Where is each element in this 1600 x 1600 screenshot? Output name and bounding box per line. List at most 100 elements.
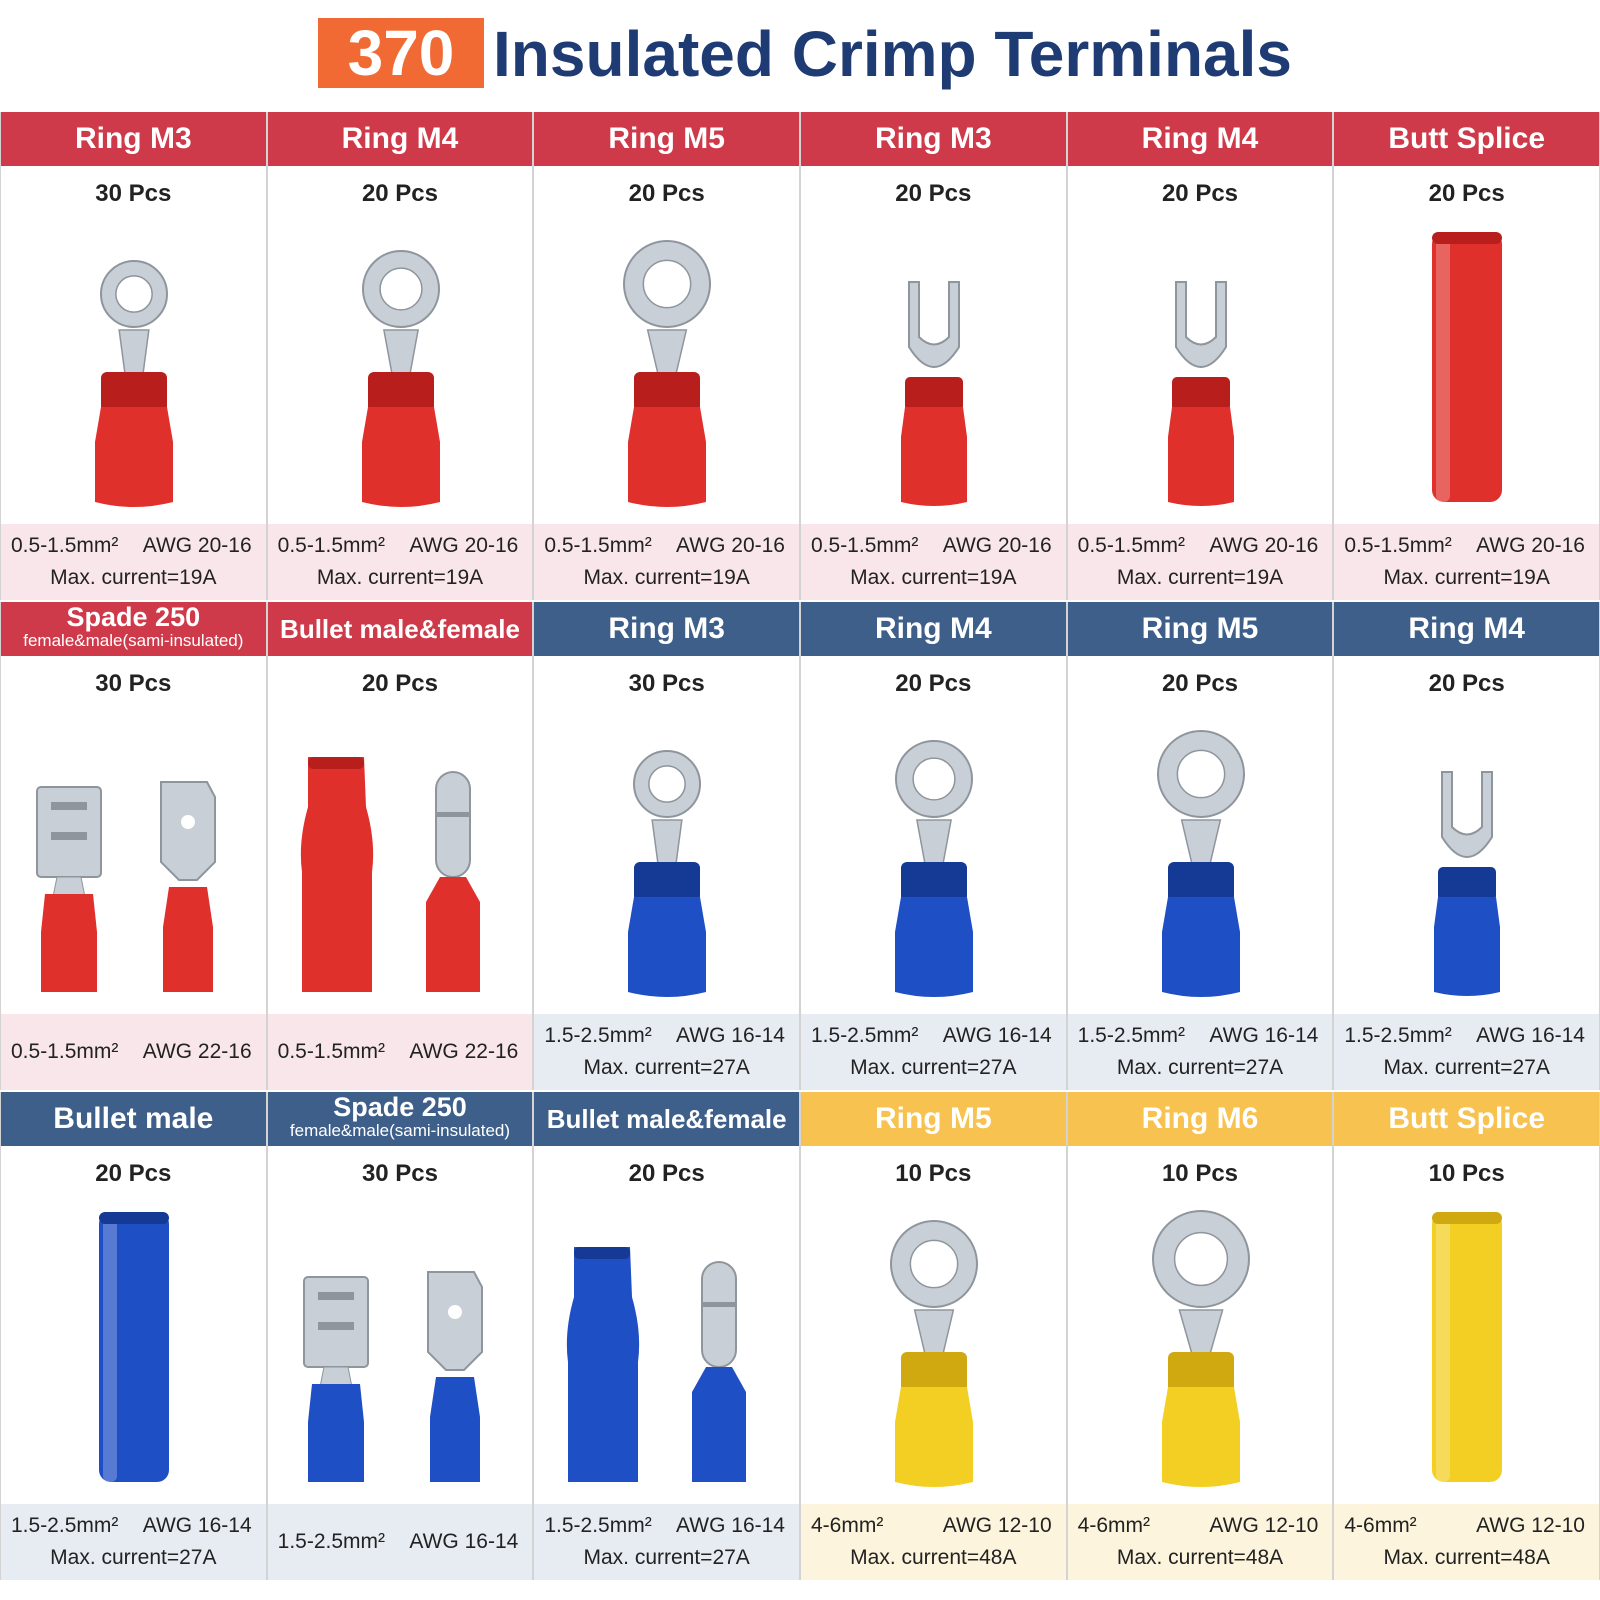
card-header: Ring M3 [801,112,1066,166]
card-subtitle: female&male(sami-insulated) [23,631,244,650]
card-specs: 0.5-1.5mm² AWG 22-16 [267,1014,533,1090]
card-specs: 1.5-2.5mm² AWG 16-14 Max. current=27A [1,1504,266,1580]
max-current: Max. current=48A [1383,1546,1550,1569]
terminal-card: Bullet male&female 20 Pcs 0.5-1.5mm² AWG 2… [266,602,534,1090]
card-title: Bullet male [53,1102,214,1135]
terminal-card: Butt Splice 20 Pcs 0.5-1.5mm² AWG 20-16 Max… [1333,112,1600,600]
wire-size: 1.5-2.5mm² [811,1024,919,1047]
card-specs: 4-6mm² AWG 12-10 Max. current=48A [1067,1504,1333,1580]
page-title: 370 Insulated Crimp Terminals [0,0,1600,112]
wire-size: 1.5-2.5mm² [277,1530,386,1553]
wire-size: 4-6mm² [1077,1514,1151,1537]
title-text: Insulated Crimp Terminals [493,18,1292,90]
card-title: Ring M6 [1141,1102,1259,1135]
awg-range: AWG 16-14 [409,1530,519,1553]
card-specs: 1.5-2.5mm² AWG 16-14 Max. current=27A [801,1014,1066,1090]
fork-terminal-icon [1068,212,1333,522]
wire-size: 0.5-1.5mm² [277,1040,386,1063]
piece-count: 30 Pcs [95,180,172,207]
ring-terminal-icon [1,212,266,522]
ring-terminal-icon [801,702,1066,1012]
piece-count: 30 Pcs [361,1160,439,1187]
card-header: Ring M6 [1067,1092,1333,1146]
card-title: Ring M4 [341,122,459,155]
awg-range: AWG 16-14 [1209,1024,1319,1047]
card-subtitle: female&male(sami-insulated) [289,1121,511,1140]
awg-range: AWG 16-14 [676,1024,785,1047]
card-title: Spade 250 [66,602,201,632]
terminal-row: Spade 250 female&male(sami-insulated) 30 P… [0,602,1600,1090]
wire-size: 1.5-2.5mm² [1344,1024,1452,1047]
max-current: Max. current=19A [1383,566,1550,589]
piece-count: 20 Pcs [628,1160,705,1187]
card-title: Butt Splice [1388,122,1546,155]
terminal-row: Ring M3 30 Pcs 0.5-1.5mm² AWG 20-16 Max. cu… [0,112,1600,600]
awg-range: AWG 12-10 [1209,1514,1319,1537]
spade-terminal-icon [268,1192,533,1502]
max-current: Max. current=19A [50,566,217,589]
awg-range: AWG 22-16 [409,1040,519,1063]
awg-range: AWG 20-16 [142,534,252,557]
awg-range: AWG 16-14 [142,1514,252,1537]
awg-range: AWG 12-10 [1476,1514,1585,1537]
card-specs: 0.5-1.5mm² AWG 20-16 Max. current=19A [1067,524,1333,600]
wire-size: 4-6mm² [1344,1514,1417,1537]
piece-count: 20 Pcs [1428,670,1505,697]
piece-count: 20 Pcs [1161,180,1239,207]
card-specs: 0.5-1.5mm² AWG 20-16 Max. current=19A [1,524,266,600]
piece-count: 20 Pcs [895,670,972,697]
butt-splice-icon [1334,212,1599,522]
piece-count: 20 Pcs [1161,670,1239,697]
awg-range: AWG 20-16 [409,534,519,557]
max-current: Max. current=19A [1116,566,1284,589]
awg-range: AWG 16-14 [1476,1024,1585,1047]
card-header: Bullet male&female [534,1092,799,1146]
fork-terminal-icon [1334,702,1599,1012]
terminal-card: Bullet male 20 Pcs 1.5-2.5mm² AWG 16-14 Max… [0,1092,267,1580]
card-header: Bullet male&female [267,602,533,656]
wire-size: 1.5-2.5mm² [544,1514,652,1537]
terminal-card: Ring M4 20 Pcs 0.5-1.5mm² AWG 20-16 Max. cu… [1066,112,1334,600]
title-count-badge: 370 [318,18,484,88]
ring-terminal-icon [1068,1192,1333,1502]
awg-range: AWG 20-16 [1476,534,1585,557]
card-title: Ring M5 [1141,612,1259,645]
terminal-card: Ring M3 30 Pcs 1.5-2.5mm² AWG 16-14 Max. cu… [533,602,800,1090]
card-specs: 1.5-2.5mm² AWG 16-14 Max. current=27A [534,1014,799,1090]
piece-count: 30 Pcs [95,670,172,697]
card-title: Ring M3 [74,122,192,155]
piece-count: 20 Pcs [1428,180,1505,207]
max-current: Max. current=27A [850,1056,1017,1079]
max-current: Max. current=27A [583,1056,750,1079]
max-current: Max. current=19A [850,566,1017,589]
piece-count: 20 Pcs [895,180,972,207]
card-specs: 4-6mm² AWG 12-10 Max. current=48A [1334,1504,1599,1580]
card-title: Ring M3 [874,122,992,155]
card-specs: 1.5-2.5mm² AWG 16-14 [267,1504,533,1580]
butt-splice-icon [1,1192,266,1502]
max-current: Max. current=27A [1116,1056,1284,1079]
card-specs: 1.5-2.5mm² AWG 16-14 Max. current=27A [1334,1014,1599,1090]
max-current: Max. current=48A [1116,1546,1284,1569]
piece-count: 10 Pcs [1428,1160,1505,1187]
butt-splice-icon [1334,1192,1599,1502]
bullet-terminal-icon [268,702,533,1012]
terminal-card: Ring M5 20 Pcs 0.5-1.5mm² AWG 20-16 Max. cu… [533,112,800,600]
card-specs: 0.5-1.5mm² AWG 20-16 Max. current=19A [534,524,799,600]
piece-count: 30 Pcs [628,670,705,697]
terminal-card: Butt Splice 10 Pcs 4-6mm² AWG 12-10 Max. cu… [1333,1092,1600,1580]
wire-size: 4-6mm² [811,1514,884,1537]
card-title: Butt Splice [1388,1102,1546,1135]
terminal-card: Ring M4 20 Pcs 1.5-2.5mm² AWG 16-14 Max. cu… [1333,602,1600,1090]
wire-size: 0.5-1.5mm² [811,534,919,557]
terminal-card: Ring M6 10 Pcs 4-6mm² AWG 12-10 Max. curren… [1066,1092,1334,1580]
wire-size: 1.5-2.5mm² [1077,1024,1186,1047]
piece-count: 10 Pcs [895,1160,972,1187]
wire-size: 0.5-1.5mm² [277,534,386,557]
card-title: Spade 250 [333,1092,467,1122]
piece-count: 20 Pcs [361,670,439,697]
fork-terminal-icon [801,212,1066,522]
card-specs: 0.5-1.5mm² AWG 22-16 [1,1014,266,1090]
card-title: Ring M5 [608,122,725,155]
terminal-card: Ring M3 20 Pcs 0.5-1.5mm² AWG 20-16 Max. cu… [800,112,1067,600]
